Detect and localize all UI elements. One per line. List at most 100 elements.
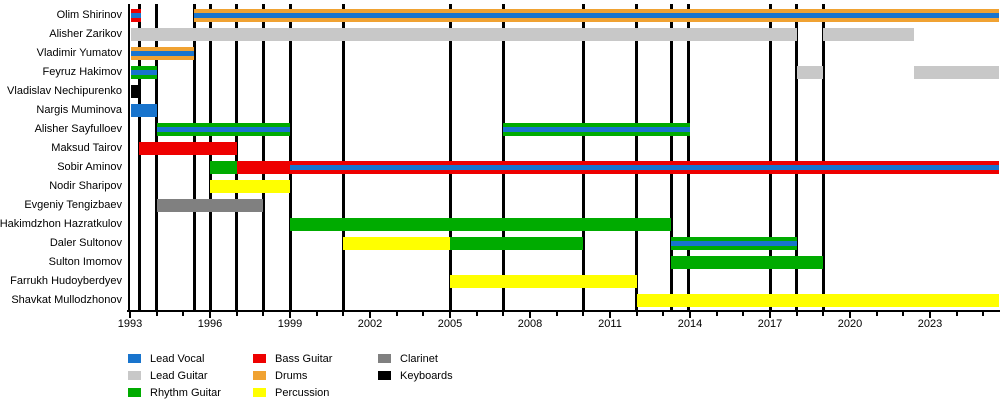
- x-tick-label: 1996: [197, 318, 223, 330]
- legend-item: Percussion: [253, 384, 378, 401]
- member-label: Feyruz Hakimov: [42, 66, 122, 78]
- timeline-bar-secondary-role: [131, 51, 194, 56]
- member-label: Sobir Aminov: [57, 161, 122, 173]
- timeline-bar: [236, 161, 290, 174]
- x-major-tick: [929, 312, 931, 318]
- x-major-tick: [689, 312, 691, 318]
- x-major-tick: [529, 312, 531, 318]
- timeline-bar: [131, 104, 157, 117]
- legend-label: Bass Guitar: [275, 352, 333, 365]
- legend-label: Lead Guitar: [150, 369, 208, 382]
- event-line: [288, 4, 292, 310]
- legend: Lead Vocal Lead Guitar Rhythm Guitar Bass G…: [128, 350, 503, 401]
- timeline-bar: [290, 161, 1000, 174]
- x-minor-tick: [475, 312, 478, 316]
- event-line: [448, 4, 452, 310]
- legend-label: Keyboards: [400, 369, 453, 382]
- timeline-bar: [131, 28, 797, 41]
- x-minor-tick: [262, 312, 265, 316]
- x-minor-tick: [395, 312, 398, 316]
- x-minor-tick: [875, 312, 878, 316]
- x-tick-label: 1993: [117, 318, 143, 330]
- legend-color-swatch: [128, 371, 141, 380]
- event-line: [235, 4, 239, 310]
- x-tick-label: 2005: [437, 318, 463, 330]
- event-line: [192, 4, 196, 310]
- event-line: [768, 4, 772, 310]
- legend-color-swatch: [253, 354, 266, 363]
- x-tick-label: 1999: [277, 318, 303, 330]
- legend-label: Lead Vocal: [150, 352, 205, 365]
- timeline-bar: [139, 142, 237, 155]
- timeline-bar-secondary-role: [156, 127, 290, 132]
- event-line: [581, 4, 585, 310]
- x-major-tick: [369, 312, 371, 318]
- timeline-bar-secondary-role: [290, 165, 1000, 170]
- timeline-bar: [194, 9, 1000, 22]
- member-label: Maksud Tairov: [51, 142, 122, 154]
- timeline-bar: [671, 256, 824, 269]
- x-minor-tick: [635, 312, 638, 316]
- x-minor-tick: [582, 312, 585, 316]
- timeline-bar: [343, 237, 450, 250]
- x-major-tick: [769, 312, 771, 318]
- timeline-bar-secondary-role: [503, 127, 690, 132]
- timeline-bar: [210, 161, 237, 174]
- legend-column: Lead Vocal Lead Guitar Rhythm Guitar: [128, 350, 253, 401]
- timeline-bar: [450, 237, 584, 250]
- x-tick-label: 2011: [598, 318, 622, 330]
- legend-color-swatch: [253, 388, 266, 397]
- legend-color-swatch: [378, 354, 391, 363]
- event-line: [795, 4, 799, 310]
- x-minor-tick: [662, 312, 665, 316]
- timeline-bar: [503, 123, 690, 136]
- timeline-bar-secondary-role: [194, 13, 1000, 18]
- legend-label: Drums: [275, 369, 308, 382]
- x-tick-label: 2020: [837, 318, 863, 330]
- legend-item: Drums: [253, 367, 378, 384]
- x-tick-label: 2017: [757, 318, 783, 330]
- x-minor-tick: [182, 312, 185, 316]
- x-minor-tick: [955, 312, 958, 316]
- timeline-bar: [131, 85, 140, 98]
- member-label: Olim Shirinov: [56, 9, 122, 21]
- x-major-tick: [449, 312, 451, 318]
- member-label: Vladislav Nechipurenko: [7, 85, 122, 97]
- x-minor-tick: [555, 312, 558, 316]
- legend-item: Keyboards: [378, 367, 503, 384]
- member-label: Nodir Sharipov: [49, 180, 122, 192]
- timeline-bar: [131, 66, 157, 79]
- x-minor-tick: [342, 312, 345, 316]
- x-minor-tick: [315, 312, 318, 316]
- x-major-tick: [609, 312, 611, 318]
- x-minor-tick: [155, 312, 158, 316]
- event-line: [669, 4, 673, 310]
- event-line: [208, 4, 212, 310]
- legend-color-swatch: [128, 388, 141, 397]
- timeline-bar: [131, 9, 141, 22]
- legend-label: Rhythm Guitar: [150, 386, 221, 399]
- timeline-bar-secondary-role: [671, 241, 797, 246]
- x-minor-tick: [822, 312, 825, 316]
- x-major-tick: [849, 312, 851, 318]
- timeline-bar: [914, 66, 1000, 79]
- event-line: [155, 4, 159, 310]
- timeline-bar: [131, 47, 194, 60]
- x-minor-tick: [502, 312, 505, 316]
- y-axis-line: [128, 4, 130, 312]
- legend-color-swatch: [378, 371, 391, 380]
- x-minor-tick: [982, 312, 985, 316]
- x-minor-tick: [902, 312, 905, 316]
- member-label: Evgeniy Tengizbaev: [24, 199, 122, 211]
- event-line: [261, 4, 265, 310]
- x-major-tick: [289, 312, 291, 318]
- timeline-bar-secondary-role: [131, 70, 157, 75]
- legend-item: Rhythm Guitar: [128, 384, 253, 401]
- x-major-tick: [129, 312, 131, 318]
- timeline-bar: [290, 218, 672, 231]
- x-tick-label: 2023: [917, 318, 943, 330]
- member-label: Vladimir Yumatov: [36, 47, 122, 59]
- member-label: Alisher Sayfulloev: [34, 123, 122, 135]
- legend-item: Lead Guitar: [128, 367, 253, 384]
- member-label: Daler Sultonov: [49, 237, 122, 249]
